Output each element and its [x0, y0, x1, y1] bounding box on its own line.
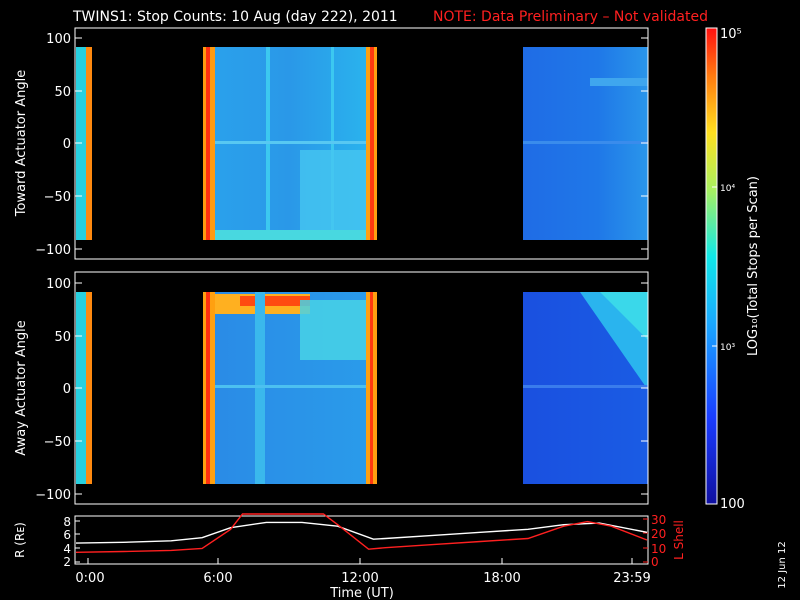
- away-y-tick-labels: 100 50 0 −50 −100: [35, 277, 71, 503]
- toward-y-tick-100: 100: [46, 32, 71, 47]
- away-y-tick-100: 100: [46, 277, 71, 292]
- colorbar-tick-1e3: 10³: [720, 343, 735, 353]
- date-stamp: 12 Jun 12: [777, 541, 788, 588]
- toward-y-tick-0: 0: [63, 137, 71, 152]
- away-ylabel: Away Actuator Angle: [14, 320, 29, 455]
- orbit-left-ticks: [75, 520, 80, 563]
- toward-block-2-bottom-band: [215, 230, 366, 240]
- toward-block-2-right-edge-inner: [370, 47, 374, 240]
- away-block-3-wedge-core: [600, 292, 648, 340]
- orbit-l-tick-30: 30: [651, 513, 666, 527]
- away-y-tick-0: 0: [63, 382, 71, 397]
- toward-block-2-left-edge-inner: [206, 47, 210, 240]
- toward-block-1-edge: [86, 47, 92, 240]
- x-tick-0000: 0:00: [75, 571, 104, 586]
- toward-block-3-patch: [590, 78, 648, 86]
- away-block-3-zero-line: [523, 385, 648, 388]
- orbit-r-tick-6: 6: [63, 528, 71, 542]
- orbit-l-tick-20: 20: [651, 527, 666, 541]
- colorbar-label: LOG₁₀(Total Stops per Scan): [746, 176, 761, 356]
- preliminary-note: NOTE: Data Preliminary – Not validated: [433, 9, 708, 25]
- away-y-tick-m50: −50: [44, 435, 71, 450]
- toward-ticks: [75, 37, 648, 250]
- toward-panel: [76, 47, 648, 240]
- orbit-lines: [75, 513, 648, 553]
- orbit-r-tick-4: 4: [63, 542, 71, 556]
- away-block-2-upper-haze: [300, 300, 366, 360]
- away-block-2-right-edge-inner: [370, 292, 373, 484]
- orbit-x-ticks: [87, 558, 633, 564]
- colorbar-tick-1e4: 10⁴: [720, 184, 735, 194]
- x-axis-label: Time (UT): [329, 586, 394, 600]
- x-tick-1200: 12:00: [341, 571, 378, 586]
- orbit-right-ticks: [643, 518, 648, 563]
- orbit-ylabel-right: L Shell: [672, 520, 686, 560]
- orbit-right-tick-labels: 30 20 10 0: [651, 513, 666, 569]
- toward-y-tick-m100: −100: [35, 243, 71, 258]
- toward-y-tick-50: 50: [54, 85, 71, 100]
- orbit-r-tick-8: 8: [63, 515, 71, 529]
- away-y-tick-50: 50: [54, 330, 71, 345]
- orbit-radius-line: [75, 521, 648, 544]
- toward-y-tick-labels: 100 50 0 −50 −100: [35, 32, 71, 258]
- away-block-2-zero-line: [215, 385, 366, 388]
- orbit-lshell-line: [75, 513, 648, 553]
- toward-block-3-zero-line: [523, 141, 648, 144]
- orbit-ylabel-left: R (Rᴇ): [13, 522, 27, 558]
- away-block-1-edge: [86, 292, 92, 484]
- orbit-left-tick-labels: 8 6 4 2: [63, 515, 71, 569]
- away-y-tick-m100: −100: [35, 488, 71, 503]
- orbit-l-tick-0: 0: [651, 555, 659, 569]
- away-block-2-top-hotband-core: [240, 296, 310, 306]
- orbit-x-tick-labels: 0:00 6:00 12:00 18:00 23:59: [75, 571, 650, 586]
- colorbar: [705, 27, 718, 505]
- colorbar-tick-labels: 10⁵ 10⁴ 10³ 100: [720, 27, 745, 512]
- toward-y-tick-m50: −50: [44, 190, 71, 205]
- toward-block-2-zero-line: [215, 141, 366, 144]
- x-tick-1800: 18:00: [483, 571, 520, 586]
- colorbar-tick-1e5: 10⁵: [720, 27, 742, 42]
- colorbar-tick-100: 100: [720, 497, 745, 512]
- x-tick-2359: 23:59: [613, 571, 650, 586]
- colorbar-ticks: [712, 186, 717, 347]
- toward-block-2-patch: [300, 150, 366, 230]
- plot-title: TWINS1: Stop Counts: 10 Aug (day 222), 2…: [72, 9, 398, 25]
- orbit-frame: [74, 515, 649, 565]
- orbit-r-tick-2: 2: [63, 555, 71, 569]
- toward-ylabel: Toward Actuator Angle: [14, 70, 29, 217]
- away-ticks: [75, 282, 648, 495]
- away-panel: [76, 292, 648, 484]
- away-block-2-left-edge-inner: [206, 292, 210, 484]
- x-tick-0600: 6:00: [203, 571, 232, 586]
- orbit-l-tick-10: 10: [651, 542, 666, 556]
